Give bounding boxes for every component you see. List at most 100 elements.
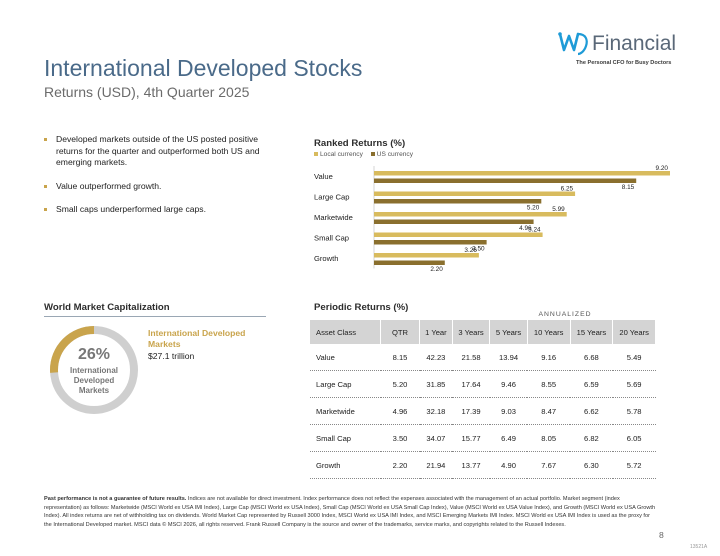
legend-label-us: US currency — [376, 151, 414, 158]
data-label: 6.25 — [561, 185, 574, 192]
table-cell: 5.72 — [612, 451, 656, 479]
table-cell: 6.49 — [489, 424, 528, 452]
data-label: 3.50 — [472, 246, 485, 253]
table-cell: 13.77 — [452, 451, 490, 479]
column-header: 10 Years — [527, 320, 571, 344]
bar-local — [374, 253, 479, 258]
donut-ring — [50, 326, 138, 414]
company-logo: Financial The Personal CFO for Busy Doct… — [556, 30, 684, 74]
footnote-bold: Past performance is not a guarantee of f… — [44, 496, 187, 502]
table-cell: 8.05 — [527, 424, 571, 452]
bar-us — [374, 199, 542, 204]
disclosure-footnote: Past performance is not a guarantee of f… — [44, 495, 656, 529]
data-label: 5.99 — [552, 206, 565, 213]
table-row: Growth 2.20 21.94 13.77 4.90 7.67 6.30 5… — [310, 451, 656, 479]
donut-percent: 26% — [77, 346, 111, 363]
table-cell: 9.16 — [527, 344, 571, 371]
bar-local — [374, 232, 543, 237]
table-cell: 6.82 — [570, 424, 613, 452]
bar-us — [374, 178, 637, 183]
table-cell: 4.90 — [489, 451, 528, 479]
table-row: Small Cap 3.50 34.07 15.77 6.49 8.05 6.8… — [310, 424, 656, 452]
table-cell: 15.77 — [452, 424, 490, 452]
table-cell: Marketwide — [310, 397, 381, 425]
table-cell: 21.58 — [452, 344, 490, 371]
ranked-returns-chart: Value 9.20 8.15 Large Cap 6.25 5.20 Marketwide… — [314, 165, 670, 273]
table-cell: 8.55 — [527, 370, 571, 398]
table-cell: Large Cap — [310, 370, 381, 398]
ranked-returns-heading: Ranked Returns (%) — [314, 138, 406, 149]
table-cell: 6.62 — [570, 397, 613, 425]
table-cell: Small Cap — [310, 424, 381, 452]
table-cell: 6.05 — [612, 424, 656, 452]
market-value: $27.1 trillion — [148, 351, 195, 361]
table-cell: 34.07 — [419, 424, 453, 452]
table-cell: 5.20 — [380, 370, 420, 398]
column-header: 3 Years — [452, 320, 491, 344]
legend-label-local: Local currency — [320, 151, 363, 158]
table-cell: 6.59 — [570, 370, 613, 398]
donut-share-arc — [50, 326, 138, 414]
table-cell: 21.94 — [419, 451, 453, 479]
column-header: 1 Year — [419, 320, 453, 344]
market-cap-donut: 26% International Developed Markets — [44, 320, 144, 420]
table-cell: Value — [310, 344, 381, 371]
page-title: International Developed Stocks — [44, 55, 363, 81]
data-label: 3.26 — [464, 247, 477, 254]
category-label: Small Cap — [314, 234, 349, 243]
annualized-label: ANNUALIZED — [538, 311, 592, 318]
section-divider — [44, 316, 266, 317]
donut-label: International Developed Markets — [69, 366, 118, 395]
column-header: 5 Years — [489, 320, 528, 344]
table-cell: 9.03 — [489, 397, 528, 425]
bar-local — [374, 212, 567, 217]
page-subtitle: Returns (USD), 4th Quarter 2025 — [44, 84, 250, 100]
table-cell: 8.15 — [380, 344, 420, 371]
column-header: 15 Years — [570, 320, 614, 344]
stethoscope-logo-icon — [558, 32, 588, 56]
category-label: Growth — [314, 254, 338, 263]
table-row: Large Cap 5.20 31.85 17.64 9.46 8.55 6.5… — [310, 370, 656, 398]
legend-us: US currency — [370, 151, 414, 158]
bullet-item: Small caps underperformed large caps. — [44, 204, 279, 216]
table-cell: 5.78 — [612, 397, 656, 425]
chart-legend: Local currency US currency — [314, 151, 419, 158]
summary-bullets: Developed markets outside of the US post… — [44, 134, 279, 228]
table-cell: 17.64 — [452, 370, 490, 398]
page-number: 8 — [659, 530, 664, 540]
table-row: Marketwide 4.96 32.18 17.39 9.03 8.47 6.… — [310, 397, 656, 425]
legend-local: Local currency — [314, 151, 363, 158]
data-label: 8.15 — [622, 184, 635, 191]
bar-us — [374, 260, 445, 265]
logo-tagline: The Personal CFO for Busy Doctors — [576, 60, 672, 66]
table-cell: 6.30 — [570, 451, 613, 479]
footnote-text: Indices are not available for direct inv… — [44, 496, 656, 528]
periodic-returns-heading: Periodic Returns (%) — [314, 302, 409, 313]
column-header: QTR — [380, 320, 420, 344]
table-cell: 7.67 — [527, 451, 571, 479]
legend-swatch-local — [314, 152, 318, 157]
world-market-cap-heading: World Market Capitalization — [44, 302, 170, 313]
table-cell: 5.49 — [612, 344, 656, 371]
bar-local — [374, 171, 670, 176]
bar-local — [374, 191, 576, 196]
table-cell: 32.18 — [419, 397, 453, 425]
data-label: 5.24 — [528, 226, 541, 233]
table-cell: 31.85 — [419, 370, 453, 398]
category-label: Value — [314, 172, 333, 181]
table-cell: 3.50 — [380, 424, 420, 452]
table-header-row: Asset Class QTR 1 Year 3 Years 5 Years 1… — [310, 320, 656, 344]
table-row: Value 8.15 42.23 21.58 13.94 9.16 6.68 5… — [310, 344, 656, 371]
column-header: Asset Class — [310, 320, 381, 344]
table-cell: 5.69 — [612, 370, 656, 398]
data-label: 5.20 — [527, 205, 540, 212]
data-label: 2.20 — [430, 266, 443, 273]
legend-swatch-us — [370, 152, 375, 157]
document-code: 13521A — [690, 544, 708, 550]
table-cell: 8.47 — [527, 397, 571, 425]
logo-wordmark: Financial — [592, 32, 677, 55]
market-name: International Developed Markets — [148, 328, 246, 349]
column-header: 20 Years — [612, 320, 656, 344]
table-cell: 17.39 — [452, 397, 490, 425]
category-label: Marketwide — [314, 213, 353, 222]
